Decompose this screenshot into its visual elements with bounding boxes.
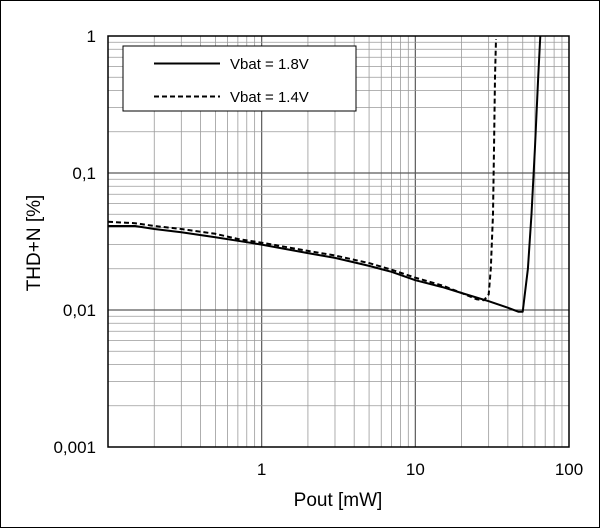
y-tick-label: 0,001 <box>53 438 96 457</box>
x-tick-label: 100 <box>555 460 583 479</box>
x-axis-title: Pout [mW] <box>294 490 383 511</box>
legend-label-vbat-1-4: Vbat = 1.4V <box>230 89 309 106</box>
series-line-vbat-1-4 <box>107 39 497 302</box>
series-layer <box>107 35 542 313</box>
series-line-vbat-1-8 <box>108 35 542 313</box>
y-tick-label: 0,1 <box>72 164 96 183</box>
x-tick-label: 10 <box>406 460 425 479</box>
y-axis-title: THD+N [%] <box>24 195 45 292</box>
x-tick-label: 1 <box>257 460 266 479</box>
legend-label-vbat-1-8: Vbat = 1.8V <box>230 56 309 73</box>
legend-box <box>122 45 357 112</box>
y-tick-label: 1 <box>87 27 96 46</box>
tick-labels: 1 10 100 0,001 0,01 0,1 1 <box>53 27 583 479</box>
plot-area-border <box>107 35 570 448</box>
legend: Vbat = 1.8V Vbat = 1.4V <box>122 45 357 112</box>
y-tick-label: 0,01 <box>63 301 96 320</box>
